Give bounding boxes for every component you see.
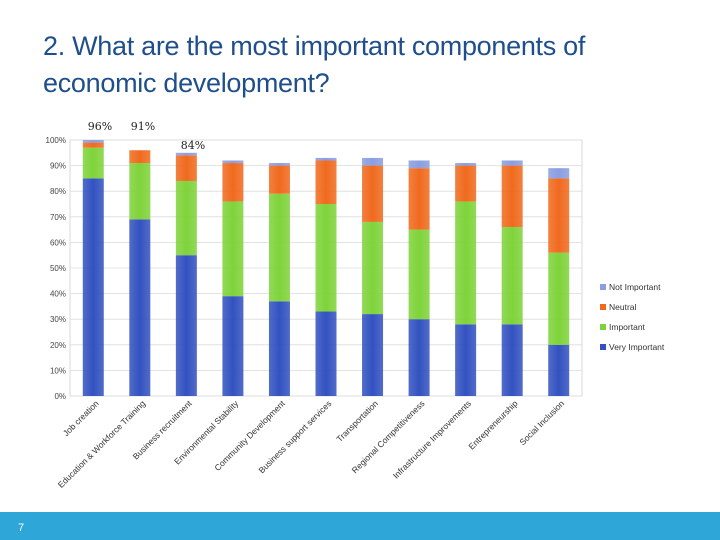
legend-label: Very Important [609,342,665,352]
bar-neutral [501,165,523,228]
y-tick-label: 80% [50,187,66,196]
y-tick-label: 20% [50,341,66,350]
y-tick-label: 100% [46,136,66,145]
y-tick-label: 0% [54,392,66,401]
bar-very-important [222,296,244,396]
legend-swatch [600,284,606,290]
bar-very-important [548,344,570,396]
bar-very-important [129,219,151,396]
x-category-label: Entrepreneurship [466,398,519,451]
x-category-label: Infrastructure Improvements [391,398,473,480]
bar-neutral [315,160,337,204]
bar-neutral [222,163,244,202]
bar-important [548,252,570,345]
percent-annotation: 84% [181,139,205,152]
bar-not-important [82,140,104,143]
legend-label: Important [609,322,646,332]
bar-very-important [362,314,384,396]
legend-label: Not Important [609,282,661,292]
slide-title-line-2: economic development? [43,68,330,98]
y-tick-label: 50% [50,264,66,273]
bar-not-important [501,160,523,166]
bar-important [82,147,104,179]
legend-swatch [600,304,606,310]
bar-important [129,163,151,220]
bar-very-important [455,324,477,396]
bar-neutral [82,142,104,148]
bar-important [268,193,290,302]
slide-title-line-1: 2. What are the most important component… [43,31,586,61]
footer-bar [0,512,720,540]
bar-neutral [129,150,151,164]
bar-neutral [268,165,290,194]
slide-title: 2. What are the most important component… [43,28,683,102]
y-tick-label: 10% [50,366,66,375]
x-category-label: Education & Workforce Training [56,398,148,490]
y-tick-label: 70% [50,213,66,222]
bar-not-important [222,160,244,164]
legend-label: Neutral [609,302,637,312]
y-tick-label: 60% [50,238,66,247]
bar-neutral [548,178,570,253]
bar-important [175,180,197,256]
bar-not-important [408,160,430,169]
bar-neutral [362,165,384,222]
y-tick-label: 30% [50,315,66,324]
bar-very-important [501,324,523,396]
bar-neutral [175,155,197,181]
bar-very-important [408,319,430,396]
bar-important [408,229,430,320]
bar-not-important [175,152,197,156]
bar-neutral [408,168,430,230]
bar-very-important [268,301,290,396]
x-category-label: Job creation [61,398,101,438]
x-category-label: Transportation [334,398,380,444]
bar-very-important [175,255,197,396]
bar-not-important [548,168,570,179]
bar-not-important [455,163,477,166]
bar-not-important [362,157,384,166]
bar-important [455,201,477,325]
bar-very-important [315,311,337,396]
percent-annotation: 91% [131,120,155,133]
x-category-label: Social Inclusion [517,398,566,447]
bar-not-important [315,157,337,161]
slide-number: 7 [18,522,25,534]
stacked-bar-chart: 0% 10% 20% 30% 40% 50% 60% 70% 80% 90% 100% Job cre… [46,120,665,490]
y-tick-label: 90% [50,162,66,171]
percent-annotation: 96% [88,120,112,133]
legend-swatch [600,344,606,350]
bar-very-important [82,178,104,396]
bar-important [501,227,523,325]
bar-neutral [455,165,477,202]
bar-important [222,201,244,297]
bar-important [362,221,384,315]
bar-important [315,204,337,312]
legend-swatch [600,324,606,330]
bar-not-important [268,163,290,166]
y-tick-label: 40% [50,290,66,299]
